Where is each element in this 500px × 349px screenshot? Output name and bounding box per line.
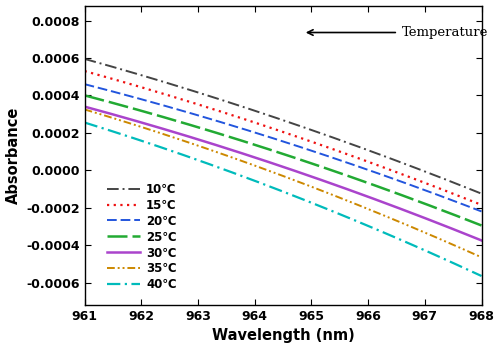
- 40℃: [296, 196, 302, 200]
- 20℃: [296, 144, 302, 149]
- 40℃: [407, 242, 413, 246]
- 40℃: [469, 269, 475, 274]
- 30℃: [318, 178, 324, 182]
- 15℃: [469, 199, 475, 203]
- Legend: 10℃, 15℃, 20℃, 25℃, 30℃, 35℃, 40℃: 10℃, 15℃, 20℃, 25℃, 30℃, 35℃, 40℃: [102, 178, 182, 296]
- 10℃: [469, 188, 475, 192]
- 20℃: [272, 137, 278, 141]
- 10℃: [478, 192, 484, 196]
- 40℃: [82, 120, 87, 125]
- 20℃: [318, 152, 324, 156]
- Line: 35℃: 35℃: [84, 110, 481, 257]
- Text: Temperature: Temperature: [402, 26, 488, 39]
- 15℃: [296, 135, 302, 140]
- 25℃: [296, 157, 302, 162]
- 30℃: [82, 105, 87, 109]
- Line: 25℃: 25℃: [84, 95, 481, 225]
- 15℃: [272, 127, 278, 132]
- 20℃: [478, 209, 484, 214]
- 25℃: [318, 164, 324, 169]
- 35℃: [296, 180, 302, 184]
- 30℃: [469, 235, 475, 239]
- 40℃: [478, 274, 484, 278]
- Line: 10℃: 10℃: [84, 59, 481, 194]
- Line: 30℃: 30℃: [84, 107, 481, 240]
- 40℃: [272, 187, 278, 191]
- Line: 20℃: 20℃: [84, 84, 481, 211]
- 35℃: [478, 255, 484, 259]
- 15℃: [478, 203, 484, 207]
- 15℃: [270, 127, 276, 131]
- Y-axis label: Absorbance: Absorbance: [6, 106, 20, 204]
- 15℃: [82, 69, 87, 73]
- 10℃: [296, 124, 302, 128]
- 40℃: [270, 186, 276, 190]
- 25℃: [272, 149, 278, 154]
- 30℃: [296, 170, 302, 174]
- 35℃: [270, 170, 276, 174]
- 35℃: [82, 107, 87, 112]
- 25℃: [270, 149, 276, 153]
- 25℃: [478, 223, 484, 228]
- 20℃: [270, 136, 276, 140]
- 10℃: [270, 115, 276, 119]
- 30℃: [272, 162, 278, 166]
- 10℃: [407, 164, 413, 168]
- 10℃: [318, 131, 324, 135]
- 20℃: [407, 183, 413, 187]
- 35℃: [407, 224, 413, 228]
- 30℃: [270, 162, 276, 166]
- 40℃: [318, 205, 324, 209]
- 20℃: [469, 206, 475, 210]
- 30℃: [407, 210, 413, 214]
- 25℃: [82, 93, 87, 97]
- 15℃: [318, 143, 324, 147]
- 10℃: [82, 57, 87, 61]
- 20℃: [82, 82, 87, 86]
- Line: 40℃: 40℃: [84, 122, 481, 276]
- 25℃: [407, 196, 413, 200]
- 35℃: [318, 188, 324, 192]
- 35℃: [272, 171, 278, 175]
- 35℃: [469, 251, 475, 255]
- Line: 15℃: 15℃: [84, 71, 481, 205]
- 25℃: [469, 220, 475, 224]
- X-axis label: Wavelength (nm): Wavelength (nm): [212, 328, 354, 343]
- 15℃: [407, 175, 413, 179]
- 30℃: [478, 238, 484, 243]
- 10℃: [272, 116, 278, 120]
